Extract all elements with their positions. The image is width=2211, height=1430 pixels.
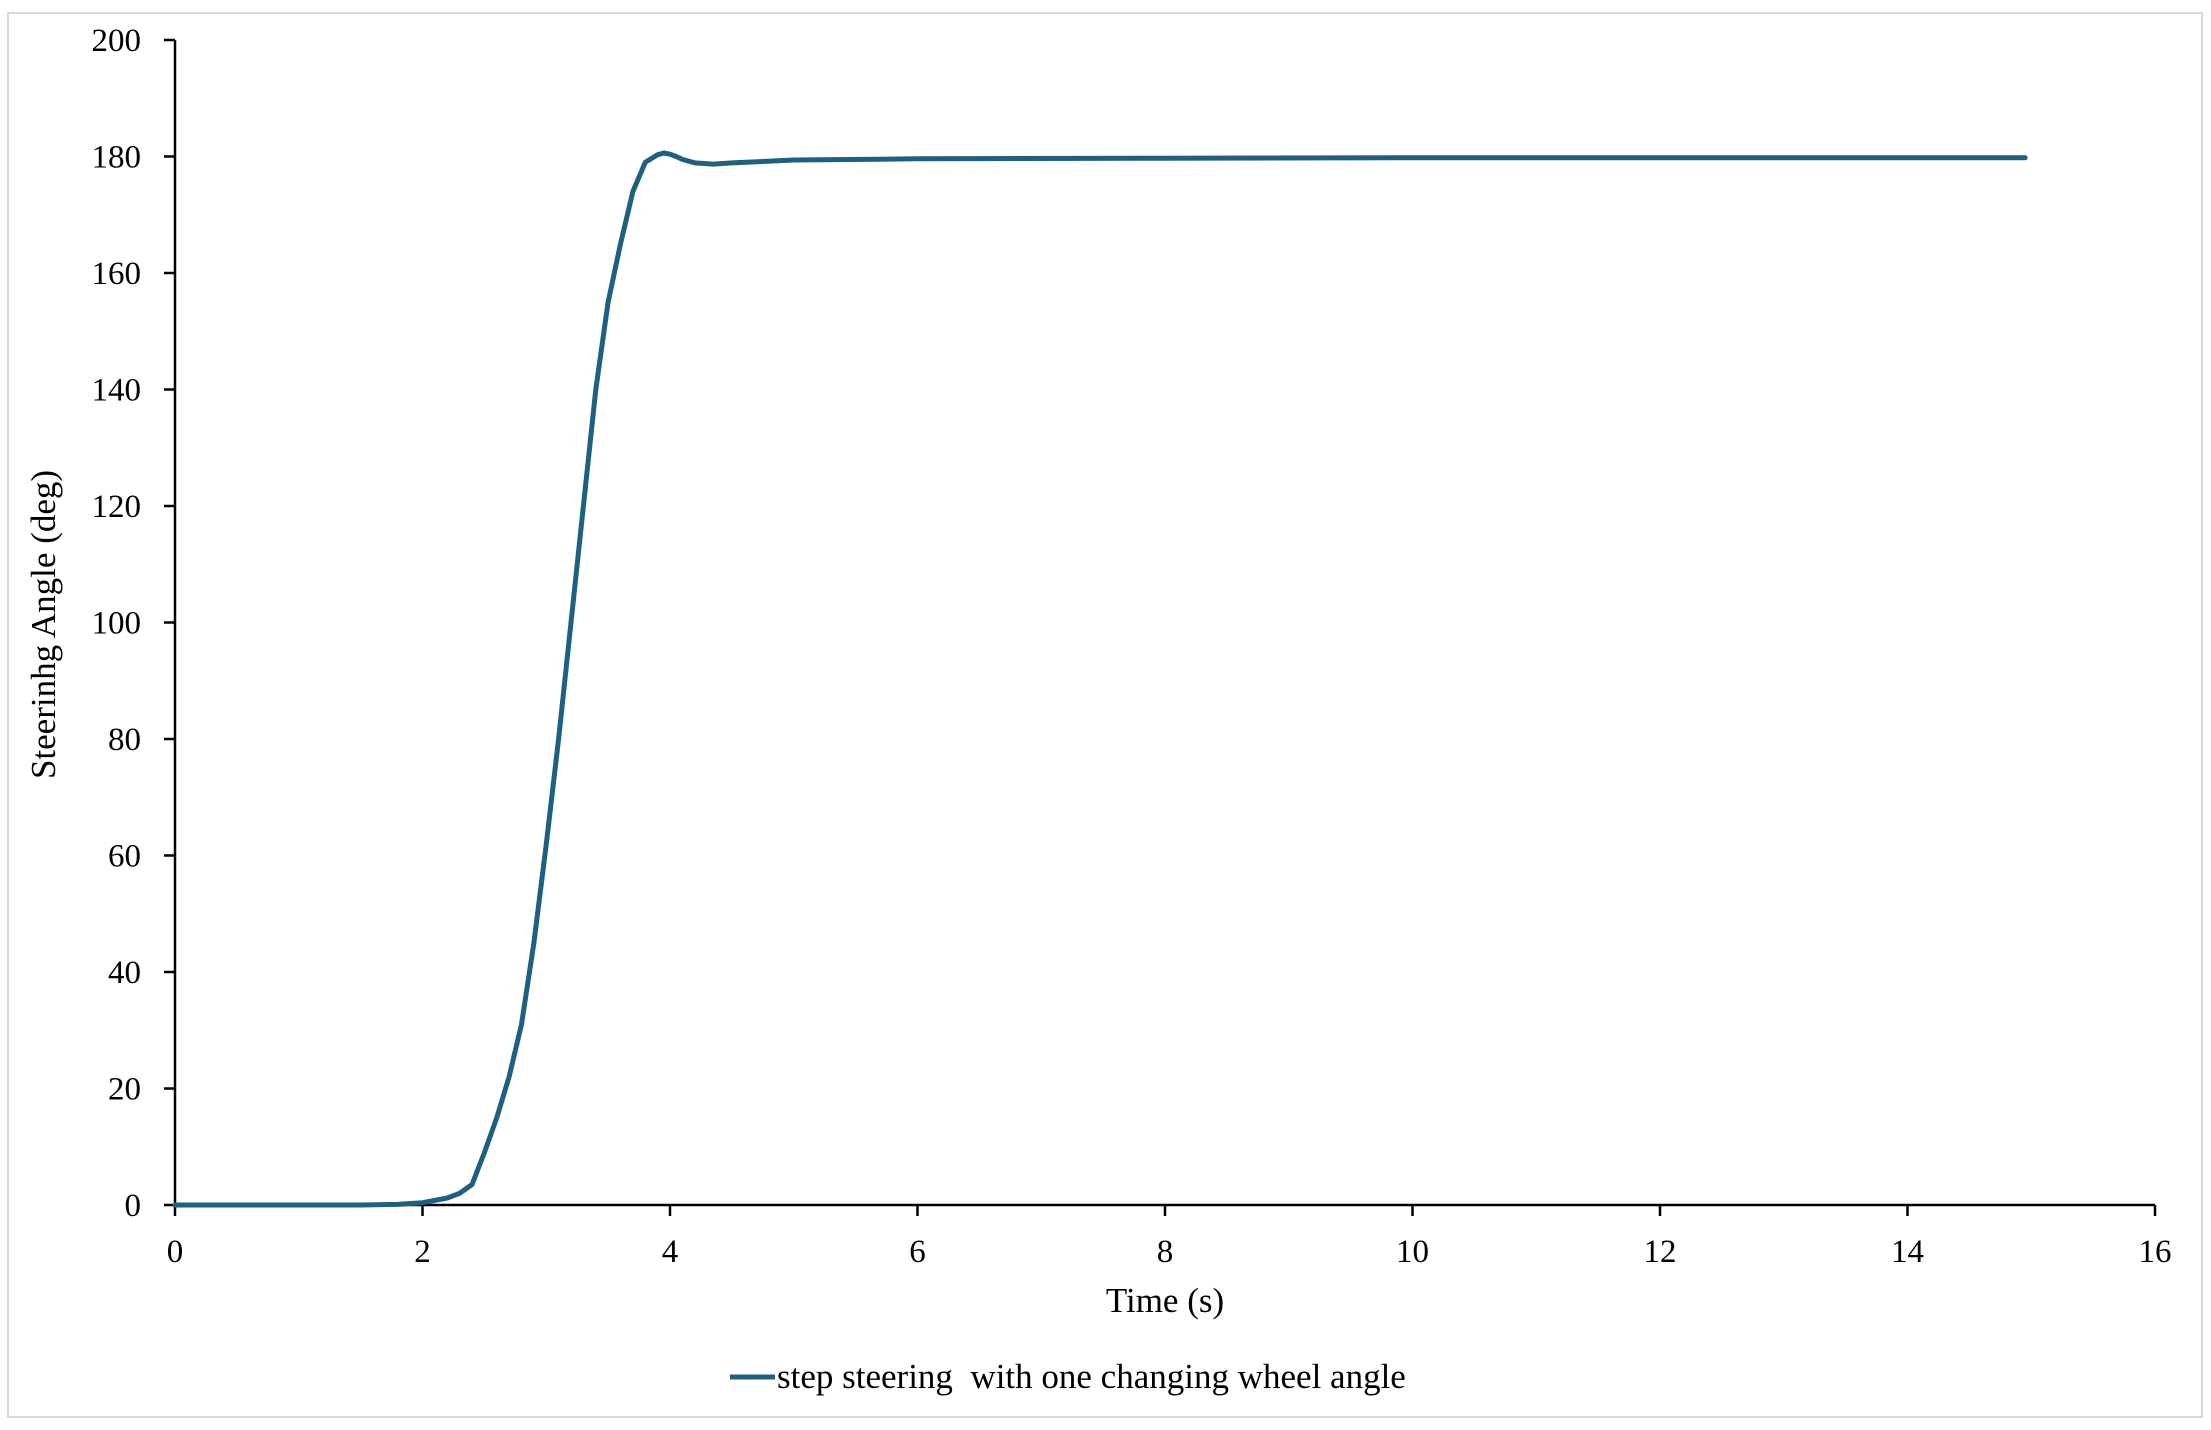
y-tick-label: 200 — [92, 23, 142, 59]
x-tick-label: 10 — [1396, 1234, 1429, 1270]
x-tick-label: 8 — [1157, 1234, 1174, 1270]
y-axis-title: Steerinhg Angle (deg) — [24, 470, 63, 779]
x-axis-title: Time (s) — [1106, 1281, 1224, 1320]
y-tick-label: 180 — [92, 140, 142, 176]
y-axis-ticks: 0 20 40 60 80 100 120 140 160 180 200 — [92, 23, 175, 1224]
x-tick-label: 14 — [1891, 1234, 1924, 1270]
legend-label: step steering with one changing wheel an… — [777, 1357, 1406, 1396]
x-tick-label: 16 — [2139, 1234, 2172, 1270]
legend: step steering with one changing wheel an… — [730, 1357, 1406, 1396]
y-tick-label: 120 — [92, 489, 142, 525]
y-tick-label: 100 — [92, 606, 142, 642]
y-tick-label: 40 — [108, 955, 141, 991]
series-line-0 — [172, 150, 2028, 1208]
x-axis-ticks: 0 2 4 6 8 10 12 14 16 — [167, 1205, 2172, 1270]
x-tick-label: 0 — [167, 1234, 184, 1270]
chart-frame — [7, 12, 2203, 1418]
series-group — [172, 150, 2028, 1208]
y-tick-label: 0 — [125, 1188, 142, 1224]
x-tick-label: 4 — [662, 1234, 679, 1270]
y-tick-label: 80 — [108, 722, 141, 758]
x-tick-label: 12 — [1644, 1234, 1677, 1270]
x-tick-label: 6 — [909, 1234, 926, 1270]
x-tick-label: 2 — [414, 1234, 431, 1270]
y-tick-label: 160 — [92, 256, 142, 292]
y-tick-label: 140 — [92, 373, 142, 409]
y-tick-label: 60 — [108, 839, 141, 875]
y-tick-label: 20 — [108, 1072, 141, 1108]
